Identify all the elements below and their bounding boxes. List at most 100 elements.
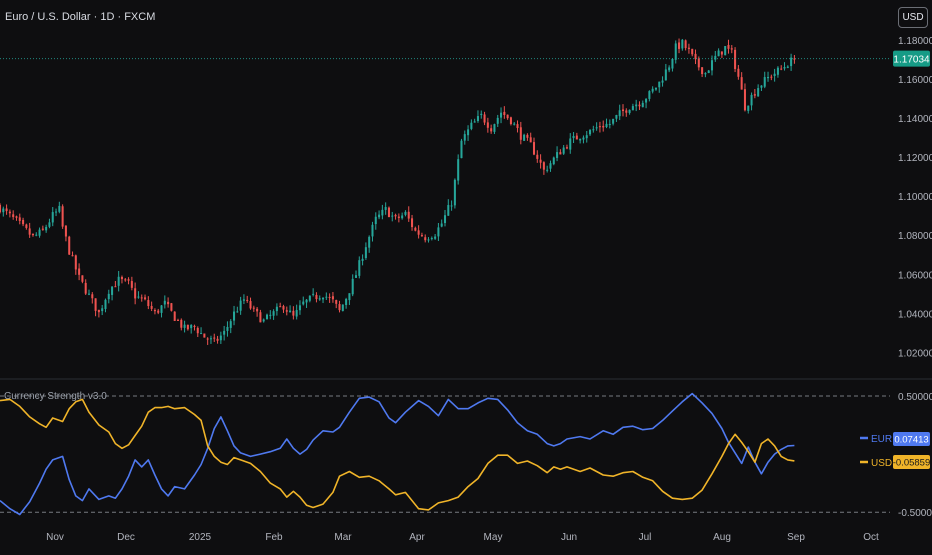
series-line-eur (0, 392, 795, 516)
candle-body (176, 319, 180, 321)
candle-body (289, 310, 292, 313)
value-label-usd: -0.05859 (893, 458, 931, 469)
candle-body (8, 211, 11, 214)
candle-body (2, 208, 5, 213)
candle-body (753, 94, 756, 96)
currency-button[interactable]: USD (898, 7, 928, 28)
candle-body (724, 46, 727, 56)
value-label-eur: 0.07413 (894, 435, 928, 446)
candle-body (559, 152, 562, 155)
price-axis: 1.17034 1.18000 1.16000 1.14000 1.12000 1.100… (893, 36, 932, 359)
candle-body (684, 40, 687, 49)
candle-body (783, 67, 786, 69)
price-tick-label: 1.06000 (898, 270, 932, 281)
price-tick-label: 1.18000 (898, 36, 932, 47)
candle-body (387, 207, 390, 218)
candle-body (661, 80, 664, 83)
candle-body (22, 219, 25, 225)
candle-body (701, 67, 704, 75)
candle-body (265, 314, 269, 320)
time-tick-label: Mar (334, 532, 352, 543)
candle-body (424, 237, 427, 241)
candle-body (760, 85, 763, 88)
candle-body (641, 102, 644, 108)
candle-body (407, 211, 410, 219)
candle-body (443, 215, 447, 223)
candle-body (417, 230, 420, 235)
candle-body (246, 299, 249, 301)
candle-body (556, 152, 559, 158)
candle-body (668, 67, 671, 71)
candle-body (780, 68, 783, 70)
candle-body (575, 135, 578, 140)
candle-body (117, 276, 120, 286)
candle-body (180, 319, 183, 328)
candle-body (272, 311, 275, 316)
candle-body (658, 81, 661, 88)
candle-body (78, 268, 81, 275)
candle-body (496, 117, 499, 124)
candle-body (229, 321, 232, 328)
candle-body (302, 301, 305, 305)
candle-body (615, 115, 618, 119)
candle-body (509, 117, 512, 125)
candle-body (608, 123, 611, 125)
candle-body (153, 310, 156, 312)
candle-body (167, 301, 170, 305)
candle-body (710, 60, 714, 71)
candle-body (671, 59, 674, 69)
candle-body (513, 123, 516, 125)
candle-body (704, 73, 707, 75)
candle-body (635, 104, 638, 107)
candle-body (94, 298, 97, 311)
indicator-title[interactable]: Currency Strength v3.0 (4, 391, 107, 402)
candle-body (569, 138, 572, 150)
candle-body (480, 113, 483, 116)
time-tick-label: May (484, 532, 503, 543)
candle-body (130, 281, 133, 288)
candle-body (453, 179, 456, 206)
candle-body (625, 110, 628, 113)
value-badge-usd (893, 455, 930, 469)
series-line-usd (0, 398, 795, 511)
candle-body (529, 137, 532, 143)
candle-body (687, 47, 690, 49)
candle-body (51, 212, 54, 223)
time-tick-label: Apr (409, 532, 425, 543)
candle-body (18, 217, 21, 221)
candle-body (345, 299, 348, 305)
candle-body (226, 326, 229, 331)
price-tick-label: 1.10000 (898, 192, 932, 203)
candle-body (552, 157, 555, 165)
candle-body (140, 297, 143, 299)
symbol-title[interactable]: Euro / U.S. Dollar · 1D · FXCM (5, 11, 156, 23)
legend-label-usd: USD (871, 458, 892, 469)
candle-body (134, 288, 137, 299)
candle-body (549, 163, 552, 169)
candle-body (681, 39, 684, 49)
candle-body (582, 137, 585, 140)
candle-body (206, 338, 209, 340)
candle-body (628, 109, 631, 113)
candle-body (750, 94, 753, 106)
candle-body (427, 239, 430, 241)
candle-body (173, 311, 176, 321)
candle-body (114, 286, 117, 288)
candle-body (651, 88, 654, 92)
candle-body (5, 208, 8, 212)
candle-body (678, 42, 681, 49)
candle-body (104, 299, 107, 309)
candle-body (645, 99, 648, 103)
candle-body (84, 282, 87, 294)
candle-body (61, 206, 64, 227)
candle-body (381, 209, 384, 216)
indicator-pane (0, 392, 890, 516)
candle-body (371, 224, 374, 237)
candle-body (41, 228, 44, 230)
candle-body (331, 296, 334, 300)
candle-body (447, 205, 450, 216)
candle-body (193, 325, 196, 327)
time-tick-label: Oct (863, 532, 879, 543)
